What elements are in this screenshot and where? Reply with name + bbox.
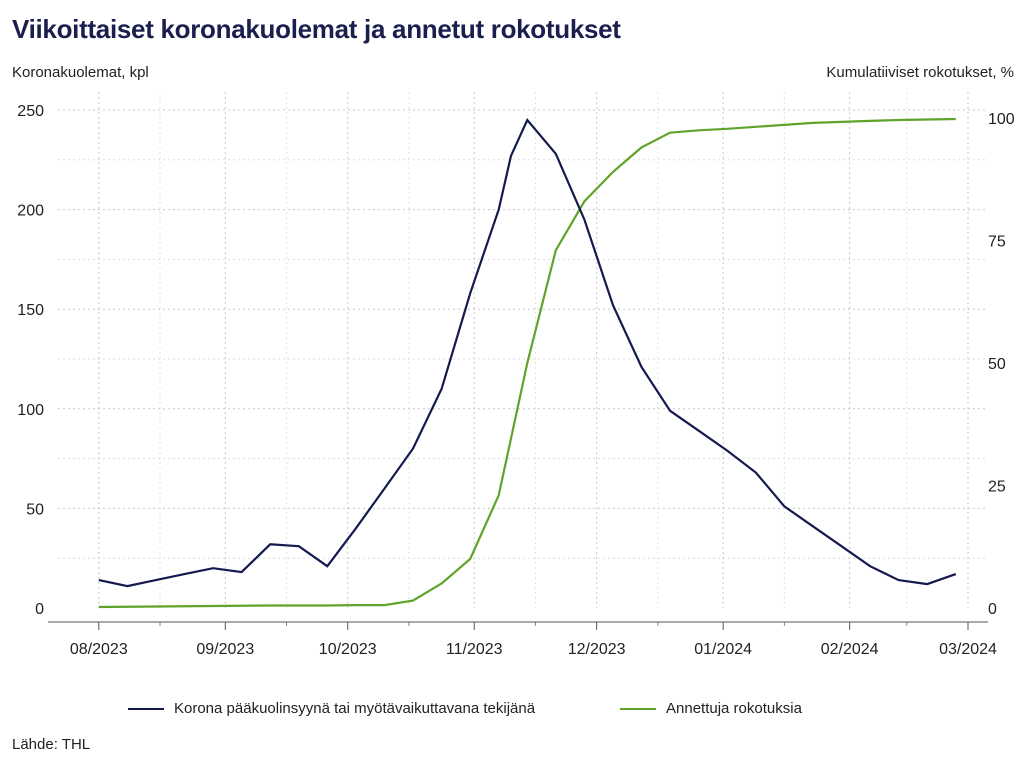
y-right-tick-label: 0: [988, 601, 997, 618]
y-left-tick-label: 150: [17, 302, 44, 319]
legend-item-vaccinations: Annettuja rokotuksia: [620, 700, 802, 717]
y-right-tick-label: 25: [988, 479, 1006, 496]
y-right-tick-label: 50: [988, 356, 1006, 373]
series-line-vaccinations: [99, 119, 956, 607]
right-axis-ticks: 0 25 50 75 100: [988, 111, 1015, 618]
y-left-tick-label: 200: [17, 203, 44, 220]
x-tick-label: 01/2024: [694, 641, 752, 658]
legend-label-deaths: Korona pääkuolinsyynä tai myötävaikuttav…: [174, 700, 535, 717]
legend-label-vaccinations: Annettuja rokotuksia: [666, 700, 802, 717]
x-axis-ticks: 08/2023 09/2023 10/2023 11/2023 12/2023 01/20…: [70, 622, 997, 658]
y-right-tick-label: 75: [988, 234, 1006, 251]
y-left-tick-label: 50: [26, 501, 44, 518]
x-tick-label: 03/2024: [939, 641, 997, 658]
y-left-tick-label: 0: [35, 601, 44, 618]
left-axis-ticks: 0 50 100 150 200 250: [17, 103, 44, 618]
series-line-deaths: [99, 120, 956, 586]
x-tick-label: 10/2023: [319, 641, 377, 658]
x-tick-label: 12/2023: [568, 641, 626, 658]
y-left-tick-label: 100: [17, 402, 44, 419]
x-tick-label: 11/2023: [446, 641, 503, 658]
x-tick-label: 09/2023: [196, 641, 254, 658]
legend-swatch-vaccinations: [620, 708, 656, 710]
legend-swatch-deaths: [128, 708, 164, 710]
chart-plot: 0 50 100 150 200 250 0 25 50 75 100 08/2023 09/202…: [0, 0, 1024, 700]
grid: [58, 92, 988, 608]
source-note: Lähde: THL: [12, 736, 90, 753]
legend: Korona pääkuolinsyynä tai myötävaikuttav…: [0, 700, 1024, 722]
y-right-tick-label: 100: [988, 111, 1015, 128]
y-left-tick-label: 250: [17, 103, 44, 120]
x-tick-label: 02/2024: [821, 641, 879, 658]
x-tick-label: 08/2023: [70, 641, 128, 658]
legend-item-deaths: Korona pääkuolinsyynä tai myötävaikuttav…: [128, 700, 535, 717]
